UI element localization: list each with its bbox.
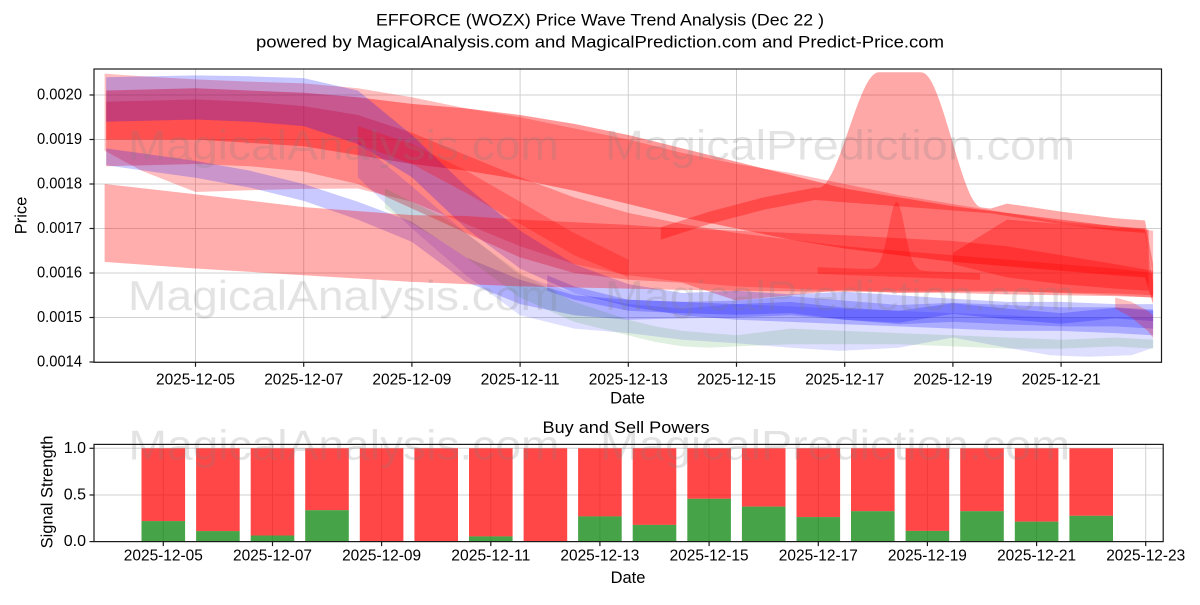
svg-text:0.0015: 0.0015	[37, 309, 82, 326]
svg-text:Price: Price	[13, 197, 31, 235]
svg-text:0.0019: 0.0019	[37, 131, 82, 148]
svg-text:2025-12-07: 2025-12-07	[264, 371, 343, 388]
svg-text:MagicalPrediction.com: MagicalPrediction.com	[605, 122, 1075, 169]
svg-text:MagicalPrediction.com: MagicalPrediction.com	[605, 272, 1075, 319]
svg-text:MagicalAnalysis.com: MagicalAnalysis.com	[128, 122, 559, 169]
svg-text:2025-12-11: 2025-12-11	[451, 548, 530, 565]
svg-text:2025-12-19: 2025-12-19	[913, 371, 992, 388]
svg-text:1.0: 1.0	[64, 440, 86, 457]
svg-text:2025-12-09: 2025-12-09	[372, 371, 451, 388]
svg-text:2025-12-13: 2025-12-13	[560, 548, 639, 565]
svg-text:MagicalAnalysis.com: MagicalAnalysis.com	[128, 272, 559, 319]
svg-text:2025-12-23: 2025-12-23	[1106, 548, 1185, 565]
svg-text:2025-12-05: 2025-12-05	[156, 371, 235, 388]
svg-text:0.0020: 0.0020	[37, 87, 82, 104]
svg-text:2025-12-05: 2025-12-05	[124, 548, 203, 565]
svg-text:2025-12-07: 2025-12-07	[233, 548, 312, 565]
svg-text:2025-12-15: 2025-12-15	[670, 548, 749, 565]
svg-text:2025-12-13: 2025-12-13	[589, 371, 668, 388]
svg-text:0.5: 0.5	[64, 487, 86, 504]
svg-text:EFFORCE (WOZX) Price Wave Tren: EFFORCE (WOZX) Price Wave Trend Analysis…	[376, 12, 824, 30]
svg-text:2025-12-19: 2025-12-19	[888, 548, 967, 565]
svg-text:0.0018: 0.0018	[37, 176, 82, 193]
svg-text:2025-12-21: 2025-12-21	[1022, 371, 1101, 388]
svg-text:2025-12-09: 2025-12-09	[342, 548, 421, 565]
svg-text:Date: Date	[611, 569, 646, 587]
svg-text:2025-12-17: 2025-12-17	[805, 371, 884, 388]
svg-text:2025-12-17: 2025-12-17	[779, 548, 858, 565]
svg-text:2025-12-11: 2025-12-11	[481, 371, 560, 388]
svg-text:Date: Date	[610, 390, 645, 408]
svg-text:Buy and Sell Powers: Buy and Sell Powers	[543, 419, 710, 437]
svg-text:0.0017: 0.0017	[37, 220, 82, 237]
svg-text:0.0016: 0.0016	[37, 265, 82, 282]
svg-text:0.0: 0.0	[64, 533, 86, 550]
svg-text:2025-12-15: 2025-12-15	[697, 371, 776, 388]
svg-text:0.0014: 0.0014	[37, 354, 82, 371]
svg-text:2025-12-21: 2025-12-21	[997, 548, 1076, 565]
svg-text:powered by MagicalAnalysis.com: powered by MagicalAnalysis.com and Magic…	[256, 34, 944, 52]
svg-text:Signal Strength: Signal Strength	[39, 436, 57, 549]
